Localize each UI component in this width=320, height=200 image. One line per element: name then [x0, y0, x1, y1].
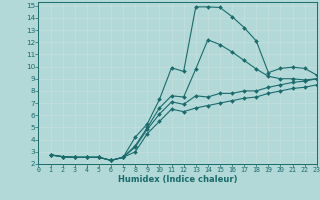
X-axis label: Humidex (Indice chaleur): Humidex (Indice chaleur)	[118, 175, 237, 184]
